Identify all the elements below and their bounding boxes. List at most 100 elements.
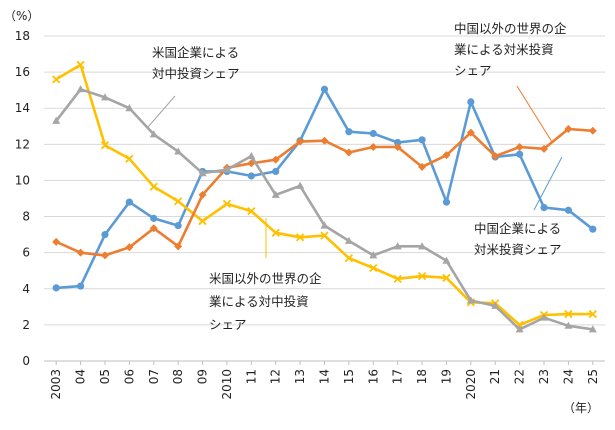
- data-point-us_in_china: [369, 251, 378, 259]
- x-tick-label: 17: [391, 369, 405, 384]
- x-axis-unit-label: （年）: [563, 401, 599, 415]
- x-tick-label: 25: [586, 369, 600, 384]
- annotation-text-line: 対中投資シェア: [152, 66, 240, 81]
- data-point-nonus_in_china: [100, 141, 110, 150]
- series-line-nonus_in_china: [55, 63, 593, 327]
- x-tick-label: 08: [171, 369, 185, 384]
- data-point-us_in_china: [149, 130, 158, 138]
- data-point-nonchina_in_us: [466, 128, 475, 137]
- annotation-text-line: 対米投資シェア: [474, 242, 562, 257]
- y-tick-label: 16: [15, 65, 30, 79]
- annotation-text-line: 中国企業による: [474, 221, 561, 236]
- data-point-china_in_us: [442, 198, 451, 206]
- y-tick-label: 12: [15, 137, 30, 151]
- x-tick-label: 11: [244, 369, 258, 384]
- x-tick-label: 06: [122, 369, 136, 384]
- y-axis-unit-label: （%）: [4, 9, 39, 23]
- x-axis: 2003 04 05 06 07 08 09 2010 11 12 13 14 15 16 17 18 19 20…: [49, 361, 600, 400]
- data-point-nonchina_in_us: [198, 190, 207, 199]
- y-tick-label: 2: [22, 318, 30, 332]
- data-point-china_in_us: [125, 198, 133, 206]
- data-point-us_in_china: [52, 116, 61, 124]
- data-point-us_in_china: [174, 147, 183, 155]
- data-point-china_in_us: [564, 206, 573, 214]
- data-point-nonchina_in_us: [418, 162, 427, 171]
- data-point-china_in_us: [418, 136, 426, 144]
- data-point-nonus_in_china: [271, 228, 280, 237]
- x-tick-label: 09: [196, 369, 210, 384]
- data-point-us_in_china: [100, 93, 109, 101]
- data-point-us_in_china: [76, 85, 85, 93]
- series-nonchina_in_us: [52, 124, 597, 260]
- data-point-china_in_us: [76, 282, 85, 290]
- data-point-nonchina_in_us: [344, 148, 353, 157]
- data-point-china_in_us: [101, 231, 109, 239]
- data-point-china_in_us: [345, 128, 353, 136]
- x-tick-label: 2010: [220, 369, 234, 400]
- data-point-us_in_china: [588, 325, 597, 333]
- annotation-text-line: 米国企業による: [152, 45, 239, 60]
- y-tick-label: 0: [22, 354, 30, 368]
- annotation-text-line: 中国以外の世界の企: [454, 21, 567, 36]
- y-tick-label: 18: [15, 29, 30, 43]
- x-tick-label: 05: [98, 369, 112, 384]
- data-point-us_in_china: [344, 236, 353, 244]
- data-point-nonchina_in_us: [52, 237, 61, 246]
- data-point-nonchina_in_us: [564, 124, 573, 133]
- data-point-nonus_in_china: [320, 231, 329, 240]
- data-point-china_in_us: [320, 85, 329, 93]
- x-tick-label: 2020: [464, 369, 478, 400]
- series-line-us_in_china: [55, 88, 593, 331]
- data-point-us_in_china: [418, 242, 427, 250]
- data-point-china_in_us: [272, 167, 280, 176]
- data-point-china_in_us: [174, 221, 182, 230]
- data-point-nonchina_in_us: [296, 137, 305, 146]
- x-tick-label: 2003: [49, 369, 63, 400]
- x-tick-label: 24: [561, 369, 575, 384]
- x-tick-label: 04: [74, 369, 88, 384]
- y-axis: 0 2 4 6 8 10 12 14 16 18: [15, 29, 30, 368]
- x-tick-label: 19: [439, 369, 453, 384]
- data-point-nonus_in_china: [174, 197, 183, 206]
- data-point-us_in_china: [393, 242, 402, 250]
- data-point-nonus_in_china: [52, 75, 61, 84]
- data-point-nonus_in_china: [149, 182, 158, 191]
- data-point-us_in_china: [271, 190, 280, 198]
- annotation-leader-line: [147, 95, 176, 128]
- x-tick-label: 23: [537, 369, 551, 384]
- data-point-nonchina_in_us: [540, 144, 549, 153]
- data-point-us_in_china: [515, 325, 524, 333]
- x-tick-label: 14: [318, 369, 332, 384]
- data-point-nonus_in_china: [222, 199, 232, 209]
- series-nonus_in_china: [52, 60, 597, 330]
- x-tick-label: 18: [415, 369, 429, 384]
- data-point-nonus_in_china: [247, 207, 256, 216]
- data-point-nonus_in_china: [125, 154, 134, 163]
- series-us_in_china: [52, 85, 597, 333]
- data-point-china_in_us: [247, 172, 255, 180]
- data-point-nonchina_in_us: [271, 155, 280, 164]
- y-tick-label: 8: [22, 210, 30, 224]
- y-tick-label: 4: [22, 282, 30, 296]
- data-point-china_in_us: [52, 284, 60, 292]
- data-point-nonus_in_china: [588, 309, 597, 319]
- data-point-us_in_china: [540, 313, 549, 321]
- annotation-text-line: 業による対中投資: [209, 294, 309, 309]
- data-point-nonus_in_china: [198, 216, 207, 226]
- data-point-nonchina_in_us: [174, 242, 183, 251]
- x-tick-label: 21: [488, 369, 502, 384]
- y-tick-label: 6: [22, 246, 30, 260]
- data-point-nonchina_in_us: [515, 143, 524, 152]
- data-point-nonus_in_china: [564, 309, 573, 319]
- series-line-china_in_us: [56, 88, 594, 290]
- data-point-nonus_in_china: [442, 273, 451, 283]
- annotation-leader-line: [533, 156, 563, 211]
- data-point-us_in_china: [296, 181, 305, 189]
- data-point-china_in_us: [467, 98, 475, 106]
